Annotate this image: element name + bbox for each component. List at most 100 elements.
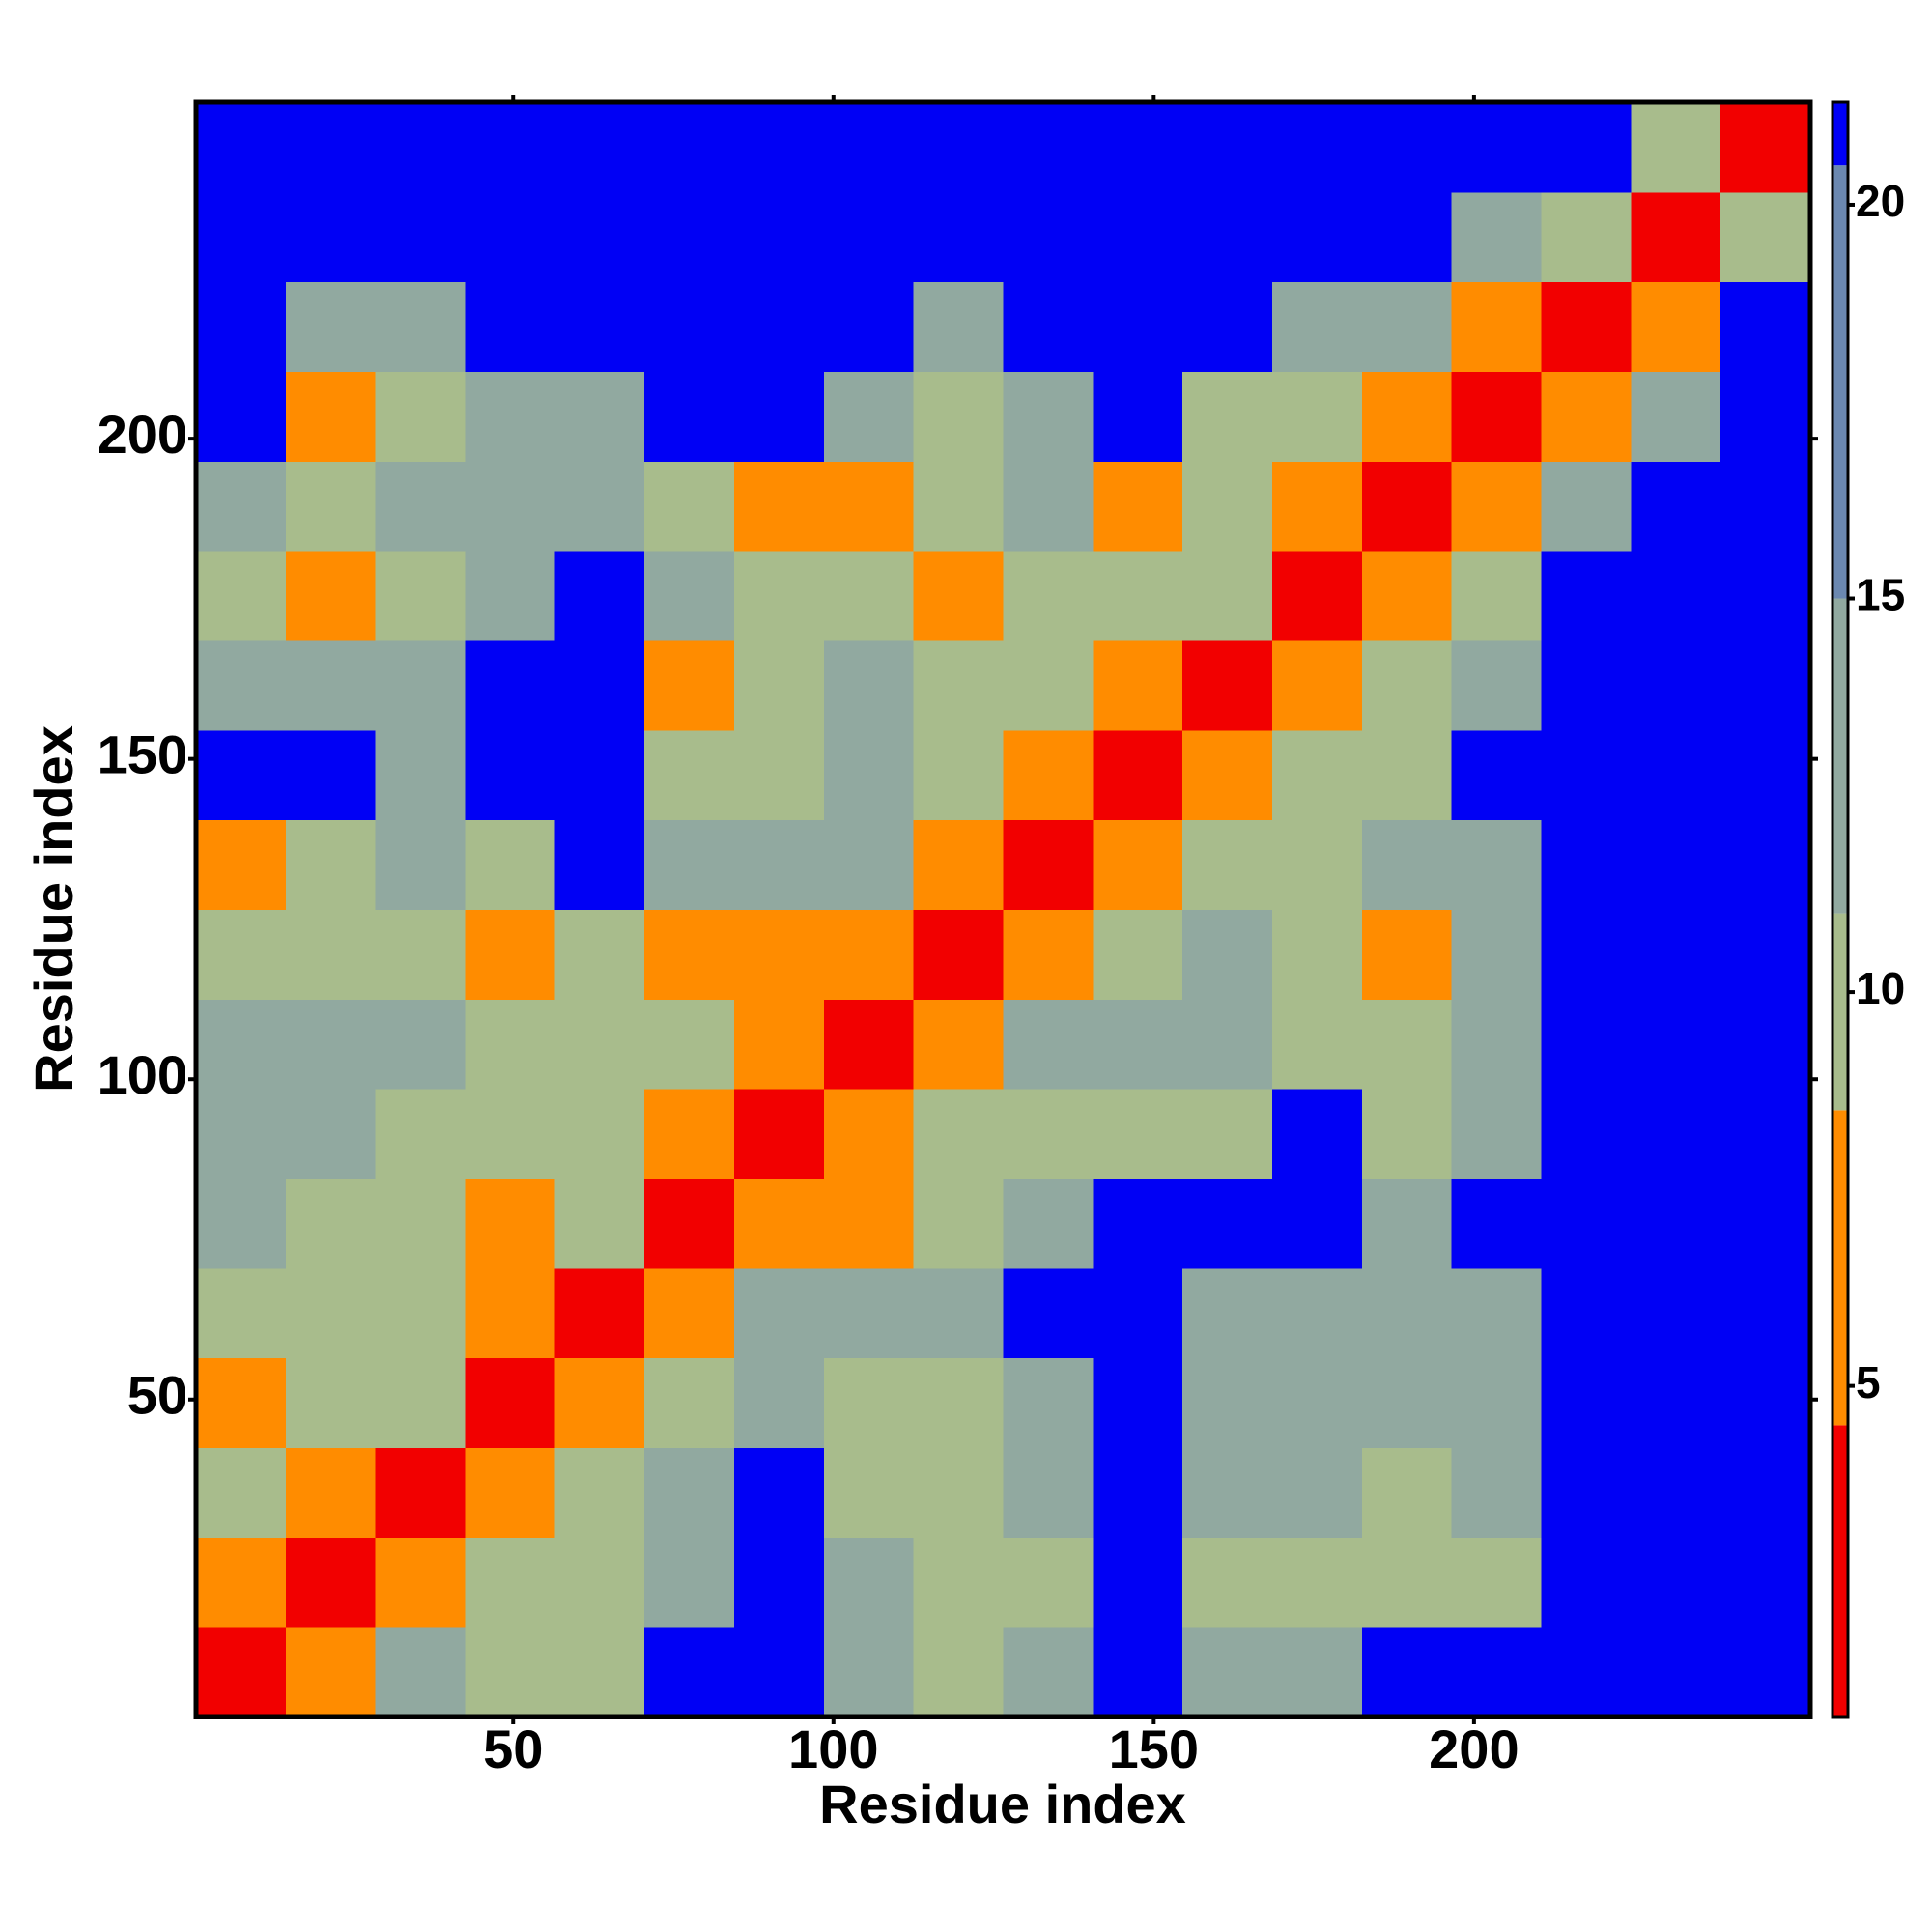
heatmap-cell (1272, 640, 1363, 731)
heatmap-cell (1541, 819, 1632, 910)
heatmap-cell (375, 1627, 466, 1718)
heatmap-cell (1093, 1537, 1183, 1628)
heatmap-cell (1182, 1179, 1273, 1269)
heatmap-cell (823, 102, 915, 193)
heatmap-cell (1361, 819, 1453, 910)
heatmap-cell (465, 1267, 555, 1359)
heatmap-cell (1541, 999, 1632, 1090)
heatmap-cell (1541, 1089, 1632, 1179)
heatmap-cell (1631, 102, 1721, 193)
heatmap-cell (1541, 1447, 1632, 1538)
heatmap-cell (196, 461, 287, 552)
heatmap-cell (1182, 1089, 1273, 1179)
heatmap-cell (1631, 551, 1721, 641)
heatmap-cell (1451, 999, 1542, 1090)
heatmap-cells (196, 102, 1811, 1718)
y-tick-label: 150 (98, 724, 187, 784)
heatmap-cell (1003, 1537, 1094, 1628)
heatmap-cell (734, 461, 825, 552)
heatmap-cell (1720, 281, 1811, 372)
heatmap-cell (285, 1267, 377, 1359)
heatmap-cell (1093, 1089, 1183, 1179)
heatmap-cell (1631, 1447, 1721, 1538)
x-axis-title: Residue index (819, 1774, 1186, 1834)
heatmap-cell (465, 102, 555, 193)
heatmap-cell (1451, 191, 1542, 283)
heatmap-cell (1003, 1179, 1094, 1269)
heatmap-cell (734, 1267, 825, 1359)
heatmap-cell (913, 909, 1004, 1000)
heatmap-cell (1182, 191, 1273, 283)
heatmap-cell (554, 191, 645, 283)
heatmap-cell (1361, 102, 1453, 193)
colorbar-segment (1833, 1425, 1848, 1717)
heatmap-cell (1182, 729, 1273, 821)
heatmap-cell (1361, 281, 1453, 372)
heatmap-cell (375, 1537, 466, 1628)
heatmap-cell (465, 640, 555, 731)
heatmap-cell (734, 102, 825, 193)
heatmap-cell (375, 102, 466, 193)
y-tick-label: 100 (98, 1044, 187, 1105)
heatmap-cell (734, 1447, 825, 1538)
heatmap-cell (1182, 999, 1273, 1090)
colorbar-frame (1831, 100, 1850, 1719)
heatmap-cell (1003, 640, 1094, 731)
heatmap-cell (644, 461, 735, 552)
heatmap-cell (644, 102, 735, 193)
heatmap-cell (196, 1537, 287, 1628)
heatmap-cell (1182, 371, 1273, 462)
heatmap-cell (734, 909, 825, 1000)
heatmap-cell (1003, 819, 1094, 910)
heatmap-cell (554, 102, 645, 193)
heatmap-cell (196, 1627, 287, 1718)
heatmap-cell (465, 819, 555, 910)
heatmap-cell (1541, 1627, 1632, 1718)
heatmap-cell (1720, 1357, 1811, 1448)
heatmap-cell (734, 729, 825, 821)
heatmap-cell (1720, 819, 1811, 910)
plot-frame (193, 99, 1813, 1719)
heatmap-cell (465, 1627, 555, 1718)
heatmap-cell (734, 281, 825, 372)
heatmap-cell (1361, 1089, 1453, 1179)
colorbar-segment (1833, 1110, 1848, 1426)
heatmap-cell (285, 999, 377, 1090)
heatmap-cell (375, 1267, 466, 1359)
heatmap-cell (465, 909, 555, 1000)
heatmap-cell (1451, 1627, 1542, 1718)
heatmap-cell (1093, 551, 1183, 641)
heatmap-cell (1003, 281, 1094, 372)
heatmap-cell (375, 1447, 466, 1538)
heatmap-cell (196, 729, 287, 821)
heatmap-cell (1093, 461, 1183, 552)
heatmap-cell (823, 999, 915, 1090)
heatmap-cell (913, 102, 1004, 193)
heatmap-cell (554, 640, 645, 731)
heatmap-cell (1451, 551, 1542, 641)
heatmap-cell (1451, 640, 1542, 731)
heatmap-cell (375, 281, 466, 372)
heatmap-cell (465, 1447, 555, 1538)
heatmap-cell (734, 819, 825, 910)
heatmap-cell (1272, 551, 1363, 641)
heatmap-cell (1003, 729, 1094, 821)
colorbar-segment (1833, 913, 1848, 1111)
colorbar-tick-label: 10 (1856, 963, 1905, 1013)
heatmap-cell (1631, 999, 1721, 1090)
heatmap-cell (644, 640, 735, 731)
heatmap-cell (465, 1089, 555, 1179)
heatmap-cell (1451, 1447, 1542, 1538)
heatmap-cell (823, 1627, 915, 1718)
heatmap-cell (1451, 1179, 1542, 1269)
heatmap-cell (554, 999, 645, 1090)
heatmap-cell (823, 1267, 915, 1359)
heatmap-cell (1003, 1089, 1094, 1179)
heatmap-cell (554, 729, 645, 821)
heatmap-cell (1093, 371, 1183, 462)
heatmap-cell (823, 461, 915, 552)
heatmap-cell (285, 1627, 377, 1718)
heatmap-cell (734, 640, 825, 731)
heatmap-cell (375, 1089, 466, 1179)
